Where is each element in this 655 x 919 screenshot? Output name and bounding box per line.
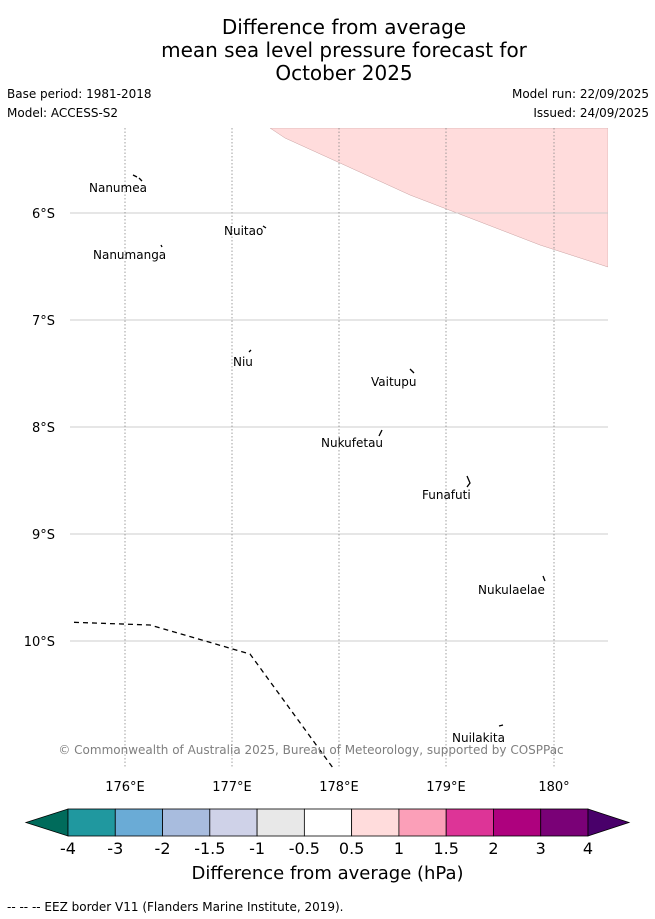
colorbar-label: Difference from average (hPa) <box>191 863 464 884</box>
island-label-vaitupu: Vaitupu <box>371 375 417 389</box>
colorbar-segment <box>493 808 542 837</box>
base-period: Base period: 1981-2018 <box>7 87 152 101</box>
lon-label-178e: 178°E <box>319 780 359 795</box>
copyright-notice: © Commonwealth of Australia 2025, Bureau… <box>58 743 563 757</box>
issued-date: Issued: 24/09/2025 <box>533 106 649 120</box>
island-nuilakita-shape <box>498 724 504 727</box>
map-title: Difference from average mean sea level p… <box>0 16 655 85</box>
colorbar-segment <box>445 808 494 837</box>
colorbar-tick-label: 1 <box>393 839 404 858</box>
model-run: Model run: 22/09/2025 <box>511 87 649 101</box>
island-label-nanumea: Nanumea <box>89 181 147 195</box>
colorbar-tick-label: 0.5 <box>338 839 365 858</box>
island-label-nukulaelae: Nukulaelae <box>478 583 545 597</box>
colorbar-tick-label: -3 <box>107 839 124 858</box>
lat-label-10s: 10°S <box>24 635 55 650</box>
lon-label-179e: 179°E <box>426 780 466 795</box>
colorbar-segment <box>114 808 163 837</box>
lat-label-9s: 9°S <box>32 528 55 543</box>
colorbar-segment <box>209 808 258 837</box>
island-label-nukufetau: Nukufetau <box>321 436 383 450</box>
colorbar-tick-label: 2 <box>488 839 499 858</box>
colorbar-segment <box>540 808 589 837</box>
colorbar-segment <box>67 808 116 837</box>
lon-label-180: 180° <box>538 780 569 795</box>
island-vaitupu-shape <box>409 368 415 374</box>
lat-label-7s: 7°S <box>32 314 55 329</box>
colorbar-segment <box>398 808 447 837</box>
island-nanumanga-shape <box>160 244 163 248</box>
island-nukufetau-shape <box>378 429 383 437</box>
colorbar-tick-label: 1.5 <box>433 839 459 858</box>
model-name: Model: ACCESS-S2 <box>7 106 119 120</box>
island-nuitao-shape <box>262 225 267 229</box>
title-line-3: October 2025 <box>275 61 413 85</box>
lat-label-8s: 8°S <box>32 421 55 436</box>
island-label-niu: Niu <box>233 355 253 369</box>
colorbar-segment <box>256 808 305 837</box>
eez-footnote: -- -- -- EEZ border V11 (Flanders Marine… <box>7 900 344 914</box>
island-label-funafuti: Funafuti <box>422 488 471 502</box>
map-area <box>70 128 608 768</box>
colorbar-tick-label: 3 <box>535 839 546 858</box>
island-nukulaelae-shape <box>542 575 546 582</box>
lon-label-177e: 177°E <box>212 780 252 795</box>
colorbar-tick-label: -1.5 <box>194 839 226 858</box>
colorbar-extend-high <box>587 808 631 837</box>
colorbar-tick-label: -4 <box>60 839 76 858</box>
island-niu-shape <box>248 349 252 353</box>
colorbar-segment <box>351 808 400 837</box>
colorbar-tick-label: -2 <box>154 839 171 858</box>
colorbar-tick-label: 4 <box>582 839 594 858</box>
eez-border <box>70 621 334 768</box>
title-line-1: Difference from average <box>221 15 467 39</box>
colorbar-tick-label: -1 <box>249 839 266 858</box>
colorbar-segment <box>303 808 353 837</box>
island-label-nuitao: Nuitao <box>224 224 263 238</box>
lat-label-6s: 6°S <box>32 207 55 222</box>
title-line-2: mean sea level pressure forecast for <box>161 38 527 62</box>
island-nanumea-shape <box>132 174 143 182</box>
island-funafuti-shape <box>466 475 471 488</box>
pressure-anomaly-area <box>269 128 608 268</box>
lon-label-176e: 176°E <box>105 780 145 795</box>
island-label-nanumanga: Nanumanga <box>93 248 166 262</box>
colorbar-tick-label: -0.5 <box>288 839 320 858</box>
island-label-nuilakita: Nuilakita <box>452 731 505 745</box>
colorbar-extend-low <box>24 808 69 837</box>
colorbar-segment <box>162 808 211 837</box>
